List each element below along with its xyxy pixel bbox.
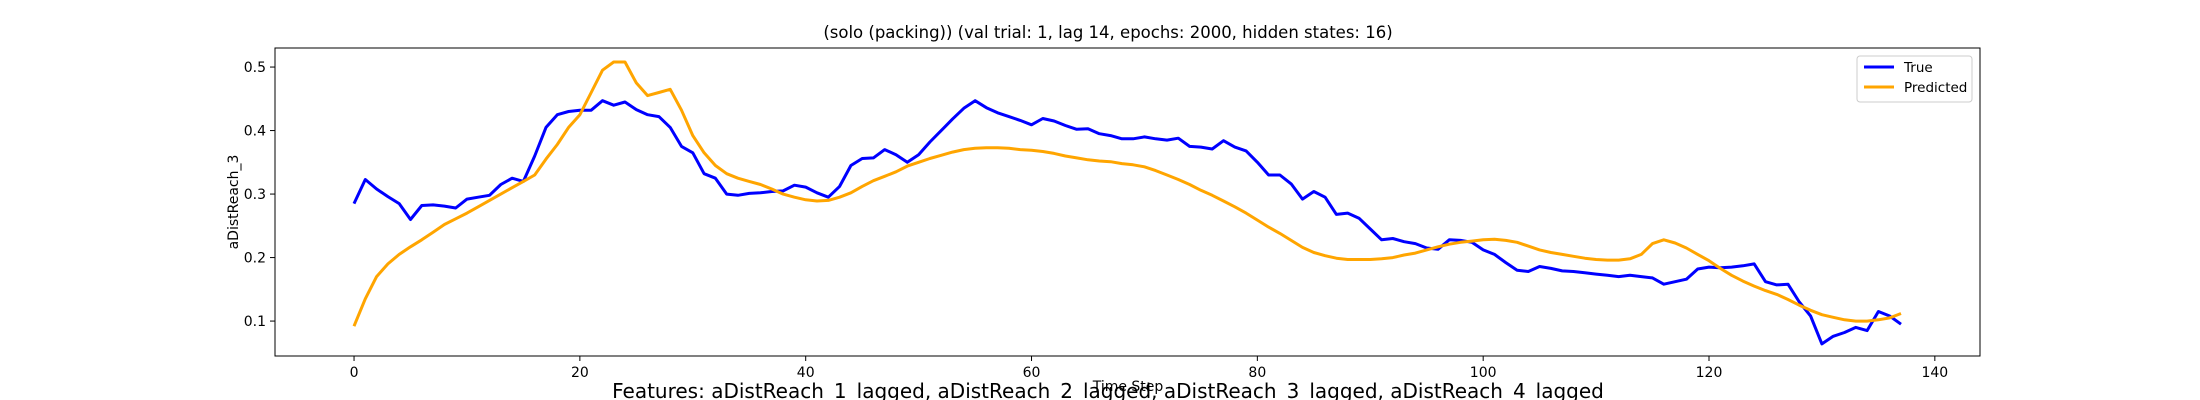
x-tick-label: 20 bbox=[571, 365, 589, 381]
y-tick-label: 0.4 bbox=[244, 124, 266, 140]
x-tick-label: 0 bbox=[350, 365, 359, 381]
x-tick-label: 40 bbox=[797, 365, 815, 381]
x-axis-label: Time Step bbox=[1092, 379, 1164, 395]
x-tick-label: 120 bbox=[1696, 365, 1723, 381]
x-tick-label: 60 bbox=[1023, 365, 1041, 381]
series-line-true bbox=[352, 99, 1902, 346]
y-axis: 0.1 0.2 0.3 0.4 0.5 bbox=[244, 60, 275, 330]
y-tick-label: 0.2 bbox=[244, 251, 266, 267]
y-tick-label: 0.3 bbox=[244, 187, 266, 203]
y-axis-label: aDistReach_3 bbox=[226, 155, 242, 250]
plot-area bbox=[274, 47, 1981, 357]
features-caption: Features: aDistReach_1_lagged, aDistReac… bbox=[612, 379, 1604, 400]
y-tick-label: 0.5 bbox=[244, 60, 266, 76]
x-tick-label: 80 bbox=[1248, 365, 1266, 381]
x-tick-label: 100 bbox=[1470, 365, 1497, 381]
legend-label-predicted: Predicted bbox=[1904, 80, 1967, 96]
y-tick-label: 0.1 bbox=[244, 314, 266, 330]
legend-label-true: True bbox=[1903, 60, 1933, 76]
x-tick-label: 140 bbox=[1921, 365, 1948, 381]
series-line-predicted bbox=[352, 60, 1902, 327]
chart-title: (solo (packing)) (val trial: 1, lag 14, … bbox=[823, 23, 1392, 42]
x-axis: 0 20 40 60 80 100 120 140 bbox=[350, 356, 1948, 381]
legend: True Predicted bbox=[1856, 55, 1973, 103]
